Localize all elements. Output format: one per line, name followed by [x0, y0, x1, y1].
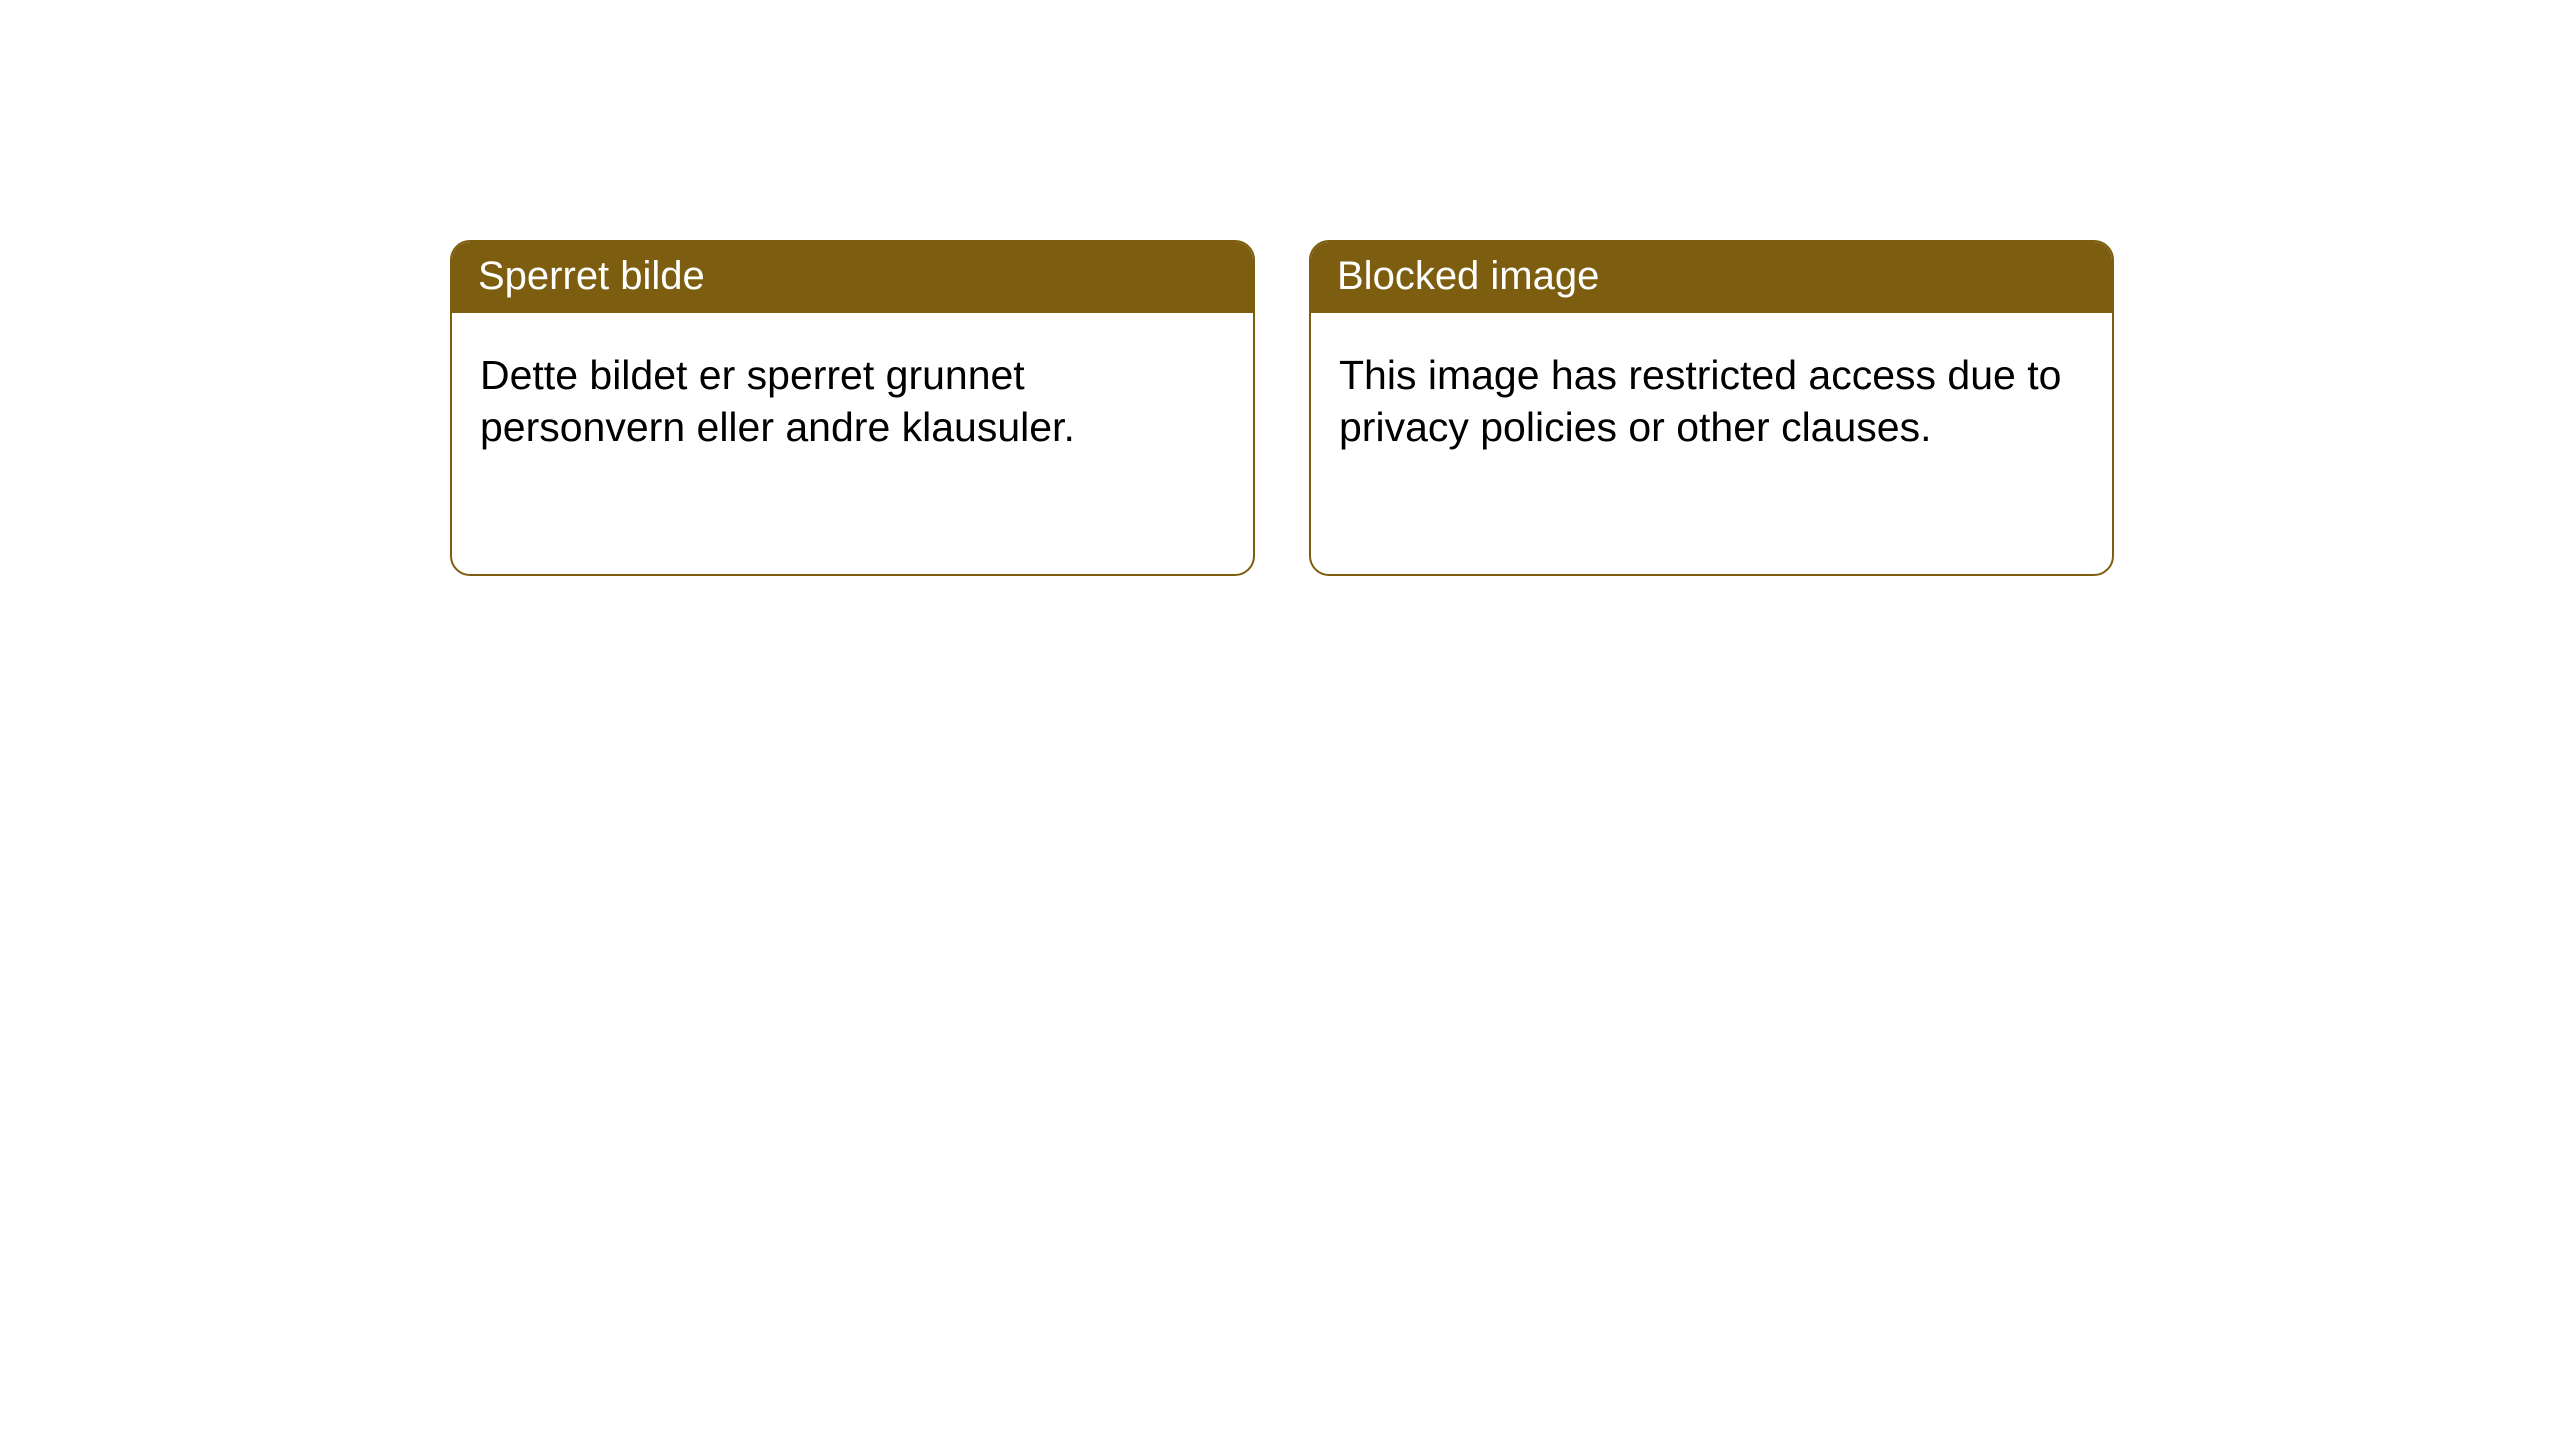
notice-body-en: This image has restricted access due to … [1311, 313, 2112, 482]
notice-header-en: Blocked image [1311, 242, 2112, 313]
notice-container: Sperret bilde Dette bildet er sperret gr… [0, 0, 2560, 576]
notice-card-no: Sperret bilde Dette bildet er sperret gr… [450, 240, 1255, 576]
notice-card-en: Blocked image This image has restricted … [1309, 240, 2114, 576]
notice-body-no: Dette bildet er sperret grunnet personve… [452, 313, 1253, 482]
notice-header-no: Sperret bilde [452, 242, 1253, 313]
